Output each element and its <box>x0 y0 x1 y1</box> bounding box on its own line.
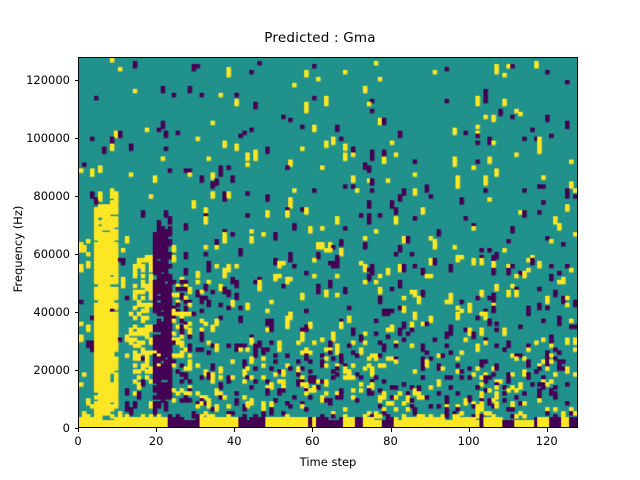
y-axis-title: Frequency (Hz) <box>11 205 25 293</box>
heatmap-canvas <box>79 58 577 427</box>
y-tick-mark <box>74 196 78 198</box>
y-axis-tick-labels: 0 20000 40000 60000 80000 100000 120000 <box>0 0 70 480</box>
x-tick-mark <box>312 428 314 432</box>
x-tick-mark <box>78 428 79 432</box>
heatmap-axes <box>78 57 578 428</box>
y-tick-mark <box>74 428 78 429</box>
x-tick-mark <box>546 428 548 432</box>
chart-title: Predicted : Gma <box>264 30 376 46</box>
x-tick-mark <box>390 428 392 432</box>
x-tick-mark <box>468 428 470 432</box>
y-tick-label: 60000 <box>33 247 70 262</box>
x-tick-label: 20 <box>148 434 164 448</box>
x-tick-label: 40 <box>226 434 242 448</box>
y-tick-label: 20000 <box>33 363 70 378</box>
y-tick-label: 40000 <box>33 305 70 320</box>
y-tick-mark <box>74 138 78 140</box>
x-tick-mark <box>156 428 158 432</box>
x-tick-label: 0 <box>74 434 82 448</box>
y-tick-label: 0 <box>62 421 70 435</box>
y-tick-label: 80000 <box>33 189 70 204</box>
y-tick-mark <box>74 370 78 372</box>
x-axis-tick-labels: 0 20 40 60 80 100 120 <box>0 434 640 454</box>
x-tick-label: 100 <box>457 434 480 448</box>
y-tick-mark <box>74 254 78 256</box>
y-tick-mark <box>74 80 78 82</box>
x-tick-mark <box>234 428 236 432</box>
x-tick-label: 60 <box>305 434 320 448</box>
x-tick-label: 120 <box>535 434 558 448</box>
y-tick-label: 120000 <box>26 73 70 88</box>
y-tick-mark <box>74 312 78 314</box>
y-tick-label: 100000 <box>26 131 70 146</box>
y-axis-title-wrapper: Frequency (Hz) <box>0 0 25 293</box>
x-axis-title: Time step <box>299 455 357 469</box>
x-tick-label: 80 <box>383 434 398 448</box>
